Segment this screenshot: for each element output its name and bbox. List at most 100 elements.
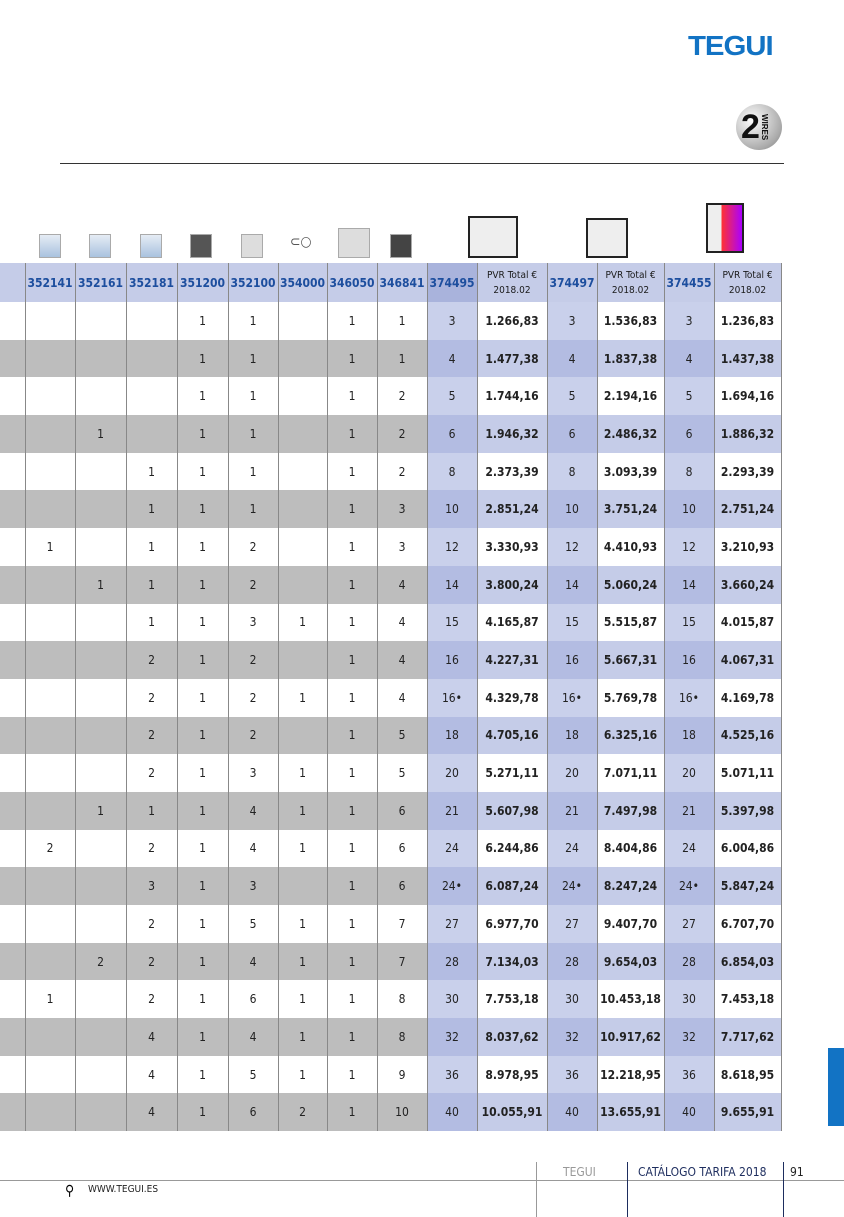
price-cell: 3.093,39 <box>597 452 665 491</box>
header-352161: 352161 <box>75 263 127 302</box>
table-row: 3 1 3 1 6 24• 6.087,24 24• 8.247,24 24• 5.847,24 <box>0 867 782 905</box>
quantity-cell: 8 <box>427 452 478 491</box>
price-cell: 6.244,86 <box>477 829 548 868</box>
price-cell: 1.886,32 <box>714 415 782 453</box>
quantity-cell: 1 <box>177 980 229 1019</box>
quantity-cell: 1 <box>228 415 279 453</box>
quantity-cell: 24 <box>547 829 598 868</box>
price-cell: 4.165,87 <box>477 603 548 642</box>
quantity-cell: 28 <box>547 942 598 981</box>
quantity-cell: 4 <box>228 1018 279 1056</box>
table-row: 4 1 4 1 1 8 32 8.037,62 32 10.917,62 32 7.717,62 <box>0 1018 782 1056</box>
quantity-cell: 1 <box>177 942 229 981</box>
quantity-cell: 1 <box>327 905 378 943</box>
quantity-cell: 4 <box>547 339 598 378</box>
price-cell: 1.694,16 <box>714 377 782 416</box>
table-row: 2 2 1 4 1 1 6 24 6.244,86 24 8.404,86 24 6.004,86 <box>0 829 782 868</box>
price-cell: 7.753,18 <box>477 980 548 1019</box>
quantity-cell <box>75 980 127 1019</box>
quantity-cell: 1 <box>177 641 229 679</box>
table-row: 2 1 3 1 1 5 20 5.271,11 20 7.071,11 20 5.071,11 <box>0 754 782 792</box>
quantity-cell: 2 <box>377 377 428 416</box>
quantity-cell <box>25 302 76 340</box>
quantity-cell <box>25 565 76 604</box>
cell-blank <box>0 452 26 491</box>
header-374455: 374455 <box>664 263 715 302</box>
quantity-cell <box>75 377 127 416</box>
cell-blank <box>0 942 26 981</box>
header-352181: 352181 <box>126 263 178 302</box>
table-row: 2 1 2 1 5 18 4.705,16 18 6.325,16 18 4.525,16 <box>0 716 782 755</box>
table-row: 1 1 1 1 4 1.477,38 4 1.837,38 4 1.437,38 <box>0 339 782 378</box>
price-cell: 6.325,16 <box>597 716 665 755</box>
badge-number: 2 <box>741 107 760 146</box>
quantity-cell: 5 <box>547 377 598 416</box>
quantity-cell: 1 <box>327 565 378 604</box>
footer-brand: TEGUI <box>563 1165 596 1179</box>
quantity-cell: 1 <box>327 641 378 679</box>
quantity-cell: 1 <box>177 1018 229 1056</box>
quantity-cell: 18 <box>664 716 715 755</box>
quantity-cell: 1 <box>177 1093 229 1132</box>
quantity-cell: 1 <box>177 302 229 340</box>
quantity-cell <box>75 1018 127 1056</box>
quantity-cell: 5 <box>228 1055 279 1094</box>
price-cell: 4.525,16 <box>714 716 782 755</box>
quantity-cell: 1 <box>278 791 328 830</box>
price-table: 352141 352161 352181 351200 352100 354000 3460… <box>0 263 782 1132</box>
cell-blank <box>0 302 26 340</box>
quantity-cell: 2 <box>278 1093 328 1132</box>
quantity-cell <box>25 452 76 491</box>
table-row: 1 1 3 1 1 4 15 4.165,87 15 5.515,87 15 4.015,87 <box>0 603 782 642</box>
price-cell: 1.837,38 <box>597 339 665 378</box>
quantity-cell <box>126 302 178 340</box>
table-row: 1 1 1 1 3 10 2.851,24 10 3.751,24 10 2.751,24 <box>0 490 782 529</box>
cell-blank <box>0 867 26 905</box>
product-image-346050 <box>338 228 370 258</box>
price-cell: 5.071,11 <box>714 754 782 792</box>
quantity-cell: 1 <box>327 829 378 868</box>
quantity-cell: 4 <box>377 565 428 604</box>
price-cell: 5.515,87 <box>597 603 665 642</box>
price-cell: 5.847,24 <box>714 867 782 905</box>
2-wires-badge: 2 WIRES <box>736 104 782 150</box>
price-cell: 5.060,24 <box>597 565 665 604</box>
quantity-cell <box>75 490 127 529</box>
price-cell: 7.497,98 <box>597 791 665 830</box>
price-cell: 4.067,31 <box>714 641 782 679</box>
quantity-cell: 40 <box>427 1093 478 1132</box>
quantity-cell: 21 <box>427 791 478 830</box>
quantity-cell: 1 <box>327 1093 378 1132</box>
price-cell: 1.437,38 <box>714 339 782 378</box>
quantity-cell: 9 <box>377 1055 428 1094</box>
table-row: 1 1 1 1 2 6 1.946,32 6 2.486,32 6 1.886,32 <box>0 415 782 453</box>
quantity-cell: 1 <box>25 980 76 1019</box>
quantity-cell: 4 <box>228 942 279 981</box>
quantity-cell: 1 <box>126 565 178 604</box>
quantity-cell <box>278 565 328 604</box>
quantity-cell: 1 <box>327 603 378 642</box>
quantity-cell: 1 <box>278 603 328 642</box>
quantity-cell: 1 <box>327 754 378 792</box>
cell-blank <box>0 641 26 679</box>
quantity-cell: 2 <box>377 452 428 491</box>
page-number: 91 <box>790 1165 804 1179</box>
quantity-cell: 1 <box>177 754 229 792</box>
quantity-cell: 24• <box>664 867 715 905</box>
footer-line <box>0 1180 844 1181</box>
website-link[interactable]: WWW.TEGUI.ES <box>88 1184 159 1195</box>
quantity-cell: 1 <box>177 829 229 868</box>
quantity-cell: 1 <box>177 415 229 453</box>
quantity-cell: 2 <box>126 829 178 868</box>
pvr-label: PVR Total € <box>722 269 773 281</box>
footer-divider <box>536 1162 537 1217</box>
price-cell: 3.660,24 <box>714 565 782 604</box>
quantity-cell <box>25 377 76 416</box>
quantity-cell: 27 <box>547 905 598 943</box>
quantity-cell: 24 <box>664 829 715 868</box>
quantity-cell: 16 <box>664 641 715 679</box>
quantity-cell: 2 <box>75 942 127 981</box>
quantity-cell: 1 <box>177 528 229 566</box>
quantity-cell <box>278 452 328 491</box>
quantity-cell: 1 <box>228 302 279 340</box>
